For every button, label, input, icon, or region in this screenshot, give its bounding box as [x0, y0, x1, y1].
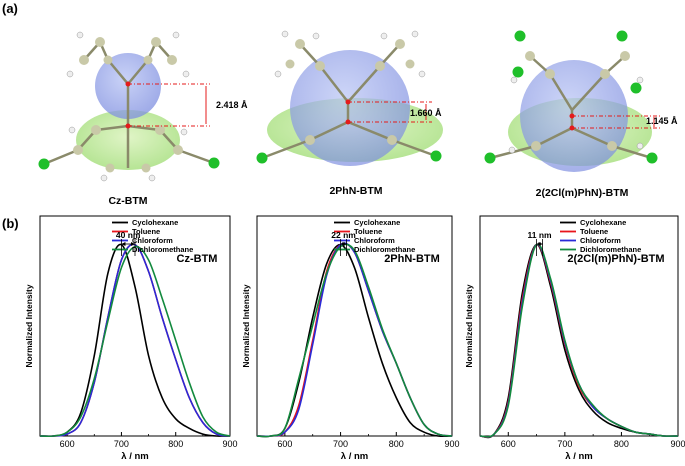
x-axis-label: λ / nm — [341, 451, 368, 462]
distance-label: 2.418 Å — [216, 100, 248, 110]
series-line-cyclohexane — [256, 243, 453, 438]
x-tick-label: 900 — [222, 439, 237, 449]
blue-orbital-sphere — [290, 50, 410, 166]
x-tick-label: 700 — [114, 439, 129, 449]
arrow-head — [131, 242, 135, 246]
chlorine-atom — [514, 30, 526, 42]
x-tick-label: 800 — [168, 439, 183, 449]
legend-label: Toluene — [580, 227, 608, 236]
x-tick-label: 800 — [614, 439, 629, 449]
molecule-atoms — [38, 31, 220, 182]
distance-guides — [348, 101, 432, 123]
legend-label: Cyclohexane — [132, 218, 178, 227]
x-tick-label: 600 — [501, 439, 516, 449]
panel-label-b: (b) — [2, 216, 19, 231]
chlorine-atom — [616, 30, 628, 42]
legend-label: Chloroform — [580, 236, 621, 245]
molecule-name: 2(2Cl(m)PhN)-BTM — [536, 187, 629, 199]
legend-label: Toluene — [132, 227, 160, 236]
x-tick-label: 600 — [277, 439, 292, 449]
legend-label: Dichloromethane — [580, 245, 641, 254]
chlorine-atom — [630, 82, 642, 94]
shift-annotation: 11 nm — [528, 230, 553, 240]
chlorine-atom — [256, 152, 268, 164]
x-tick-label: 700 — [333, 439, 348, 449]
y-axis-label: Normalized Intensity — [24, 284, 34, 367]
distance-guides — [128, 83, 210, 127]
x-axis-label: λ / nm — [565, 451, 592, 462]
x-tick-label: 700 — [557, 439, 572, 449]
molecule-cz-btm: 2.418 Å Cz-BTM — [38, 31, 248, 207]
chart-cz-btm: 600 700 800 900 λ / nm Normalized Intensity Cy… — [24, 215, 238, 462]
legend-label: Cyclohexane — [354, 218, 400, 227]
chart-2phn-btm: 600 700 800 900 λ / nm Normalized Intensity Cy… — [241, 215, 460, 462]
legend-label: Chloroform — [132, 236, 173, 245]
series-line-dichloromethane — [256, 243, 453, 438]
series-line-chloroform — [39, 243, 231, 437]
x-tick-label: 800 — [389, 439, 404, 449]
series-line-cyclohexane — [479, 243, 679, 439]
distance-label: 1.660 Å — [410, 108, 442, 118]
shift-annotation: 22 nm — [331, 230, 356, 240]
series-line-chloroform — [479, 243, 679, 438]
panel-title: 2(2Cl(m)PhN)-BTM — [567, 253, 664, 265]
legend-label: Chloroform — [354, 236, 395, 245]
legend-label: Dichloromethane — [354, 245, 415, 254]
series-line-toluene — [39, 243, 231, 437]
panel-label-a: (a) — [2, 1, 18, 16]
chlorine-atom — [208, 157, 220, 169]
legend-label: Toluene — [354, 227, 382, 236]
y-axis-label: Normalized Intensity — [464, 284, 474, 367]
molecule-2phn-btm: 1.660 Å 2PhN-BTM — [256, 30, 443, 197]
molecule-name: Cz-BTM — [108, 195, 147, 207]
series-line-toluene — [256, 242, 453, 438]
y-axis-label: Normalized Intensity — [241, 284, 251, 367]
chlorine-atom — [38, 158, 50, 170]
plot-frame — [479, 215, 679, 437]
chlorine-atom — [646, 152, 658, 164]
x-tick-label: 900 — [670, 439, 685, 449]
legend-label: Cyclohexane — [580, 218, 626, 227]
plot-frame — [39, 215, 231, 437]
legend-label: Dichloromethane — [132, 245, 193, 254]
shift-annotation: 40 nm — [116, 230, 141, 240]
chlorine-atom — [430, 150, 442, 162]
molecule-name: 2PhN-BTM — [329, 185, 382, 197]
molecule-atoms — [256, 30, 442, 164]
distance-label: 1.145 Å — [646, 116, 678, 126]
panel-title: Cz-BTM — [177, 253, 218, 265]
panel-title: 2PhN-BTM — [384, 253, 440, 265]
plot-frame — [256, 215, 453, 437]
series-line-toluene — [479, 243, 679, 438]
molecule-2cl-phn-btm: 1.145 Å 2(2Cl(m)PhN)-BTM — [484, 30, 678, 199]
arrow-head — [342, 242, 347, 246]
x-tick-label: 900 — [444, 439, 459, 449]
series-line-dichloromethane — [39, 245, 231, 438]
distance-guides — [572, 115, 660, 129]
series-line-chloroform — [256, 242, 453, 438]
chart-2cl-phn-btm: 600 700 800 900 λ / nm Normalized Intensity Cy… — [464, 215, 685, 462]
series-line-cyclohexane — [39, 243, 231, 438]
arrow-head — [538, 242, 543, 246]
arrow-head — [121, 242, 126, 246]
chlorine-atom — [512, 66, 524, 78]
series-line-dichloromethane — [479, 243, 679, 438]
x-tick-label: 600 — [60, 439, 75, 449]
chlorine-atom — [484, 152, 496, 164]
x-axis-label: λ / nm — [121, 451, 148, 462]
molecule-atoms — [484, 30, 658, 164]
